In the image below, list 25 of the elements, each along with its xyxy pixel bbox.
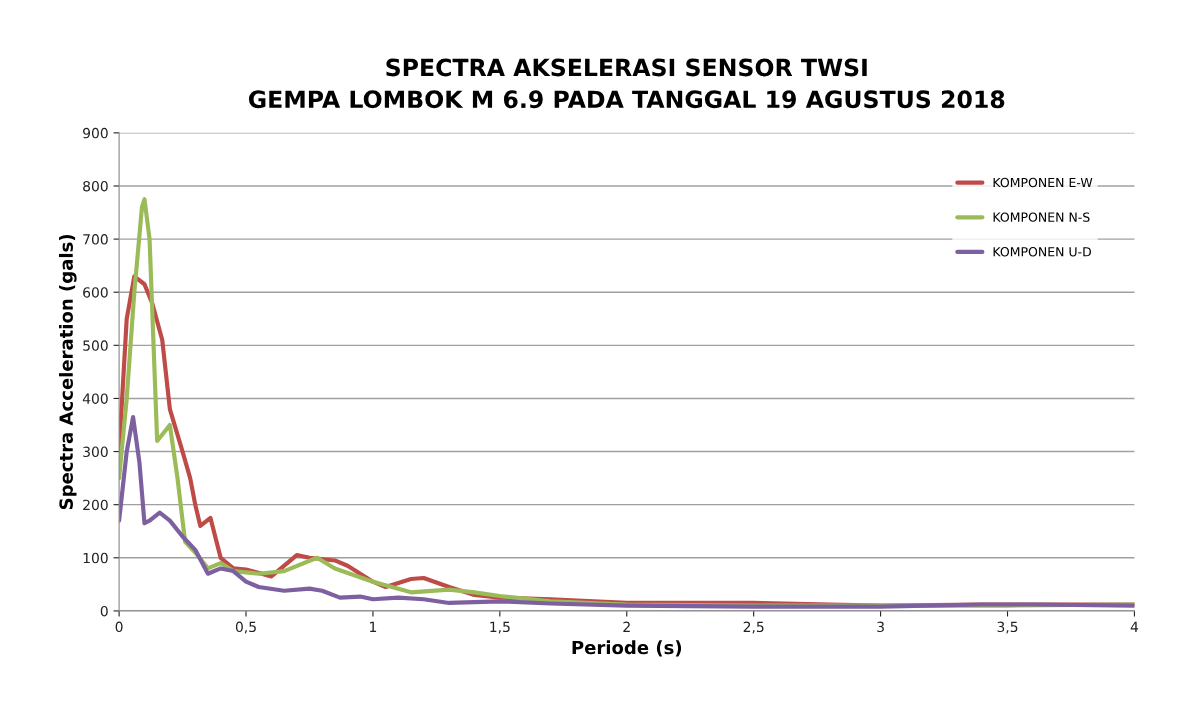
x-tick-label: 1 [370, 621, 377, 632]
x-tick-label: 0,5 [235, 621, 256, 634]
x-tick-label: 0 [115, 621, 123, 633]
y-tick-label: 500 [83, 340, 108, 351]
chart-title: SPECTRA AKSELERASI SENSOR TWSI GEMPA LOMBOK M 6.9 PADA TANGGAL 19 AGUSTUS 2018 [248, 58, 1005, 109]
x-axis-title: Periode (s) [572, 640, 682, 657]
x-tick-label: 3,5 [997, 621, 1018, 634]
legend-label: KOMPONEN E-W [993, 177, 1093, 188]
y-tick-label: 100 [83, 552, 108, 564]
x-tick-label: 3 [877, 621, 884, 633]
y-tick-label: 200 [83, 499, 108, 511]
y-tick-label: 700 [83, 234, 108, 245]
y-tick-label: 900 [83, 127, 108, 139]
x-tick-label: 1,5 [490, 621, 510, 634]
y-tick-label: 600 [83, 287, 108, 298]
legend-label: KOMPONEN U-D [993, 247, 1091, 257]
x-tick-label: 4 [1130, 621, 1139, 632]
y-axis-title: Spectra Acceleration (gals) [59, 234, 77, 510]
y-tick-label: 400 [82, 393, 108, 404]
y-tick-label: 0 [100, 605, 108, 617]
x-tick-label: 2,5 [743, 621, 764, 634]
legend-label: KOMPONEN N-S [993, 212, 1090, 222]
x-tick-label: 2 [623, 621, 630, 632]
y-tick-label: 800 [83, 180, 108, 192]
y-tick-label: 300 [83, 446, 108, 458]
